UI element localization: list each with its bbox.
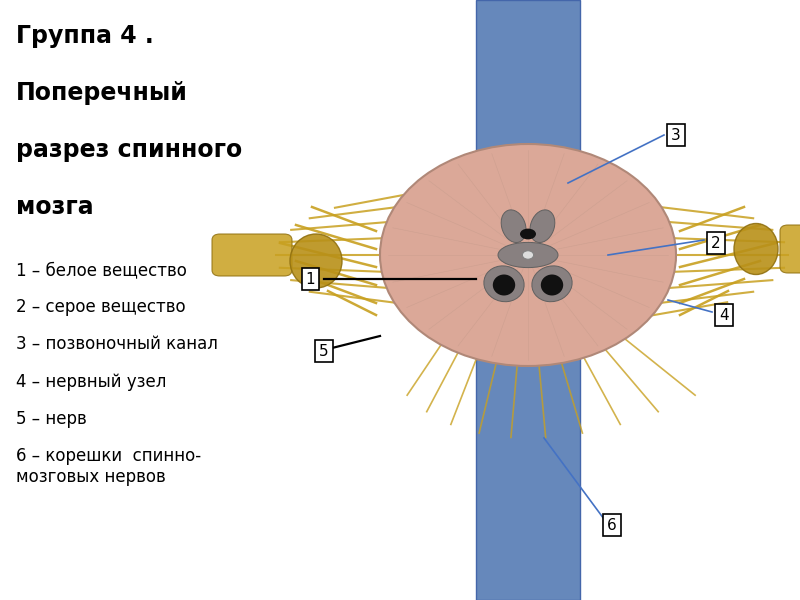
Text: 4: 4 (719, 307, 729, 323)
Ellipse shape (501, 210, 526, 242)
Text: Поперечный: Поперечный (16, 81, 188, 105)
Ellipse shape (498, 242, 558, 268)
Text: 1: 1 (306, 271, 315, 286)
Text: 6: 6 (607, 517, 617, 533)
Ellipse shape (290, 234, 342, 288)
Text: 2 – серое вещество: 2 – серое вещество (16, 298, 186, 316)
Text: 1 – белое вещество: 1 – белое вещество (16, 261, 187, 279)
Bar (476, 0, 580, 600)
Ellipse shape (484, 266, 524, 302)
Ellipse shape (532, 266, 572, 302)
Text: 5 – нерв: 5 – нерв (16, 410, 86, 428)
Ellipse shape (541, 275, 563, 296)
Ellipse shape (530, 210, 555, 242)
Text: 5: 5 (319, 343, 329, 358)
Text: разрез спинного: разрез спинного (16, 138, 242, 162)
FancyBboxPatch shape (780, 225, 800, 273)
Text: 3: 3 (671, 127, 681, 142)
Text: 6 – корешки  спинно-
мозговых нервов: 6 – корешки спинно- мозговых нервов (16, 447, 201, 486)
Circle shape (522, 251, 534, 259)
Text: мозга: мозга (16, 195, 94, 219)
Text: 2: 2 (711, 235, 721, 251)
Ellipse shape (493, 275, 515, 296)
Ellipse shape (734, 223, 778, 275)
Ellipse shape (520, 229, 536, 239)
Text: 3 – позвоночный канал: 3 – позвоночный канал (16, 335, 218, 353)
Text: Группа 4 .: Группа 4 . (16, 24, 154, 48)
Circle shape (380, 144, 676, 366)
FancyBboxPatch shape (212, 234, 292, 276)
Text: 4 – нервный узел: 4 – нервный узел (16, 373, 166, 391)
